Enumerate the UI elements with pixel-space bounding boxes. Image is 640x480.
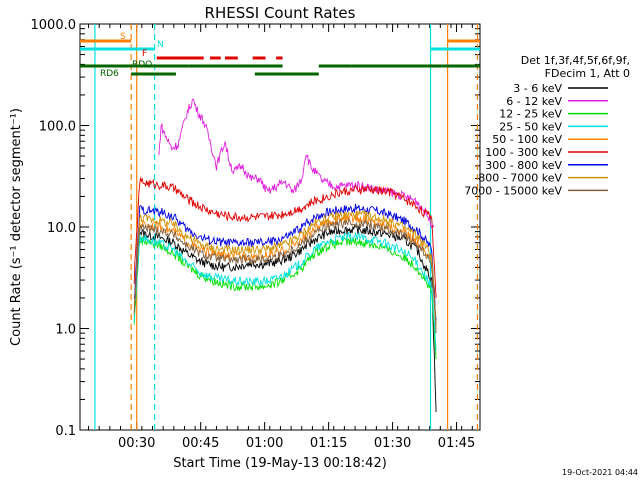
series-line-0 bbox=[133, 223, 437, 413]
flag-label-rdo: RDO bbox=[132, 60, 152, 70]
series-line-1 bbox=[158, 98, 435, 230]
legend: Det 1f,3f,4f,5f,6f,9f, FDecim 1, Att 0 3… bbox=[464, 54, 630, 197]
y-tick-label: 0.1 bbox=[55, 424, 76, 439]
series-line-6 bbox=[133, 203, 437, 321]
flag-label-n: N bbox=[157, 40, 164, 50]
legend-label: 100 - 300 keV bbox=[485, 146, 562, 159]
x-tick-label: 01:45 bbox=[438, 436, 475, 451]
series-line-3 bbox=[133, 231, 437, 352]
x-tick-label: 00:30 bbox=[118, 436, 155, 451]
legend-title-line-2: FDecim 1, Att 0 bbox=[545, 67, 630, 80]
timestamp: 19-Oct-2021 04:44 bbox=[562, 468, 638, 477]
flag-label-rd6: RD6 bbox=[100, 69, 119, 79]
legend-label: 12 - 25 keV bbox=[499, 108, 562, 121]
legend-label: 300 - 800 keV bbox=[485, 159, 562, 172]
x-tick-label: 00:45 bbox=[182, 436, 219, 451]
series-line-7 bbox=[133, 209, 437, 325]
legend-label: 6 - 12 keV bbox=[506, 95, 562, 108]
flag-label-s: S bbox=[120, 32, 126, 42]
y-axis-label: Count Rate (s⁻¹ detector segment⁻¹) bbox=[9, 108, 24, 346]
legend-label: 50 - 100 keV bbox=[492, 133, 562, 146]
series-line-8 bbox=[133, 218, 437, 334]
x-axis-label: Start Time (19-May-13 00:18:42) bbox=[173, 456, 387, 471]
y-tick-label: 100.0 bbox=[39, 120, 76, 135]
legend-label: 25 - 50 keV bbox=[499, 120, 562, 133]
flag-label-f: F bbox=[142, 49, 147, 59]
x-tick-label: 01:15 bbox=[310, 436, 347, 451]
series-line-5 bbox=[133, 177, 437, 298]
y-tick-label: 10.0 bbox=[47, 221, 76, 236]
y-tick-label: 1000.0 bbox=[31, 18, 77, 33]
legend-title-line-1: Det 1f,3f,4f,5f,6f,9f, bbox=[521, 54, 630, 67]
legend-label: 800 - 7000 keV bbox=[478, 172, 562, 185]
legend-label: 3 - 6 keV bbox=[513, 82, 562, 95]
chart-title: RHESSI Count Rates bbox=[205, 4, 356, 22]
legend-label: 7000 - 15000 keV bbox=[464, 184, 562, 197]
plot-area: 0.1 1.0 10.0 100.0 1000.0 00:30 00:45 01:00 01:1… bbox=[31, 18, 481, 451]
x-tick-label: 01:00 bbox=[246, 436, 283, 451]
x-tick-label: 01:30 bbox=[374, 436, 411, 451]
y-tick-label: 1.0 bbox=[55, 323, 76, 338]
